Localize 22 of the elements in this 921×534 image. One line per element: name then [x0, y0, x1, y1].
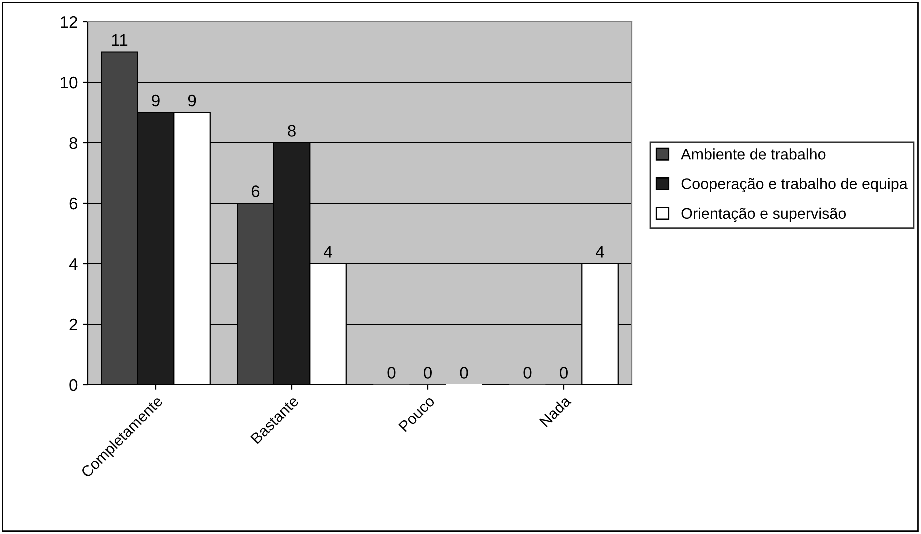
legend-label: Ambiente de trabalho [681, 148, 826, 160]
data-label: 0 [424, 367, 432, 379]
data-label: 0 [388, 367, 396, 379]
y-tick-label: 8 [70, 137, 78, 150]
data-label: 6 [252, 186, 260, 198]
data-label: 0 [524, 367, 532, 379]
data-label: 4 [324, 246, 332, 258]
data-label: 11 [112, 34, 128, 46]
y-tick-label: 4 [69, 258, 78, 270]
data-label: 0 [560, 367, 568, 379]
y-tick-label: 10 [61, 76, 78, 89]
y-tick-label: 2 [70, 318, 78, 331]
y-tick-label: 0 [70, 379, 78, 392]
data-label: 9 [152, 94, 160, 107]
y-tick-label: 12 [61, 16, 78, 28]
legend-label: Cooperação e trabalho de equipa [682, 178, 908, 193]
data-label: 8 [288, 125, 296, 137]
data-label: 9 [188, 94, 196, 107]
y-tick-label: 6 [70, 198, 78, 210]
legend-label: Orientação e supervisão [682, 208, 846, 222]
data-label: 0 [460, 367, 468, 379]
data-label: 4 [596, 246, 604, 258]
